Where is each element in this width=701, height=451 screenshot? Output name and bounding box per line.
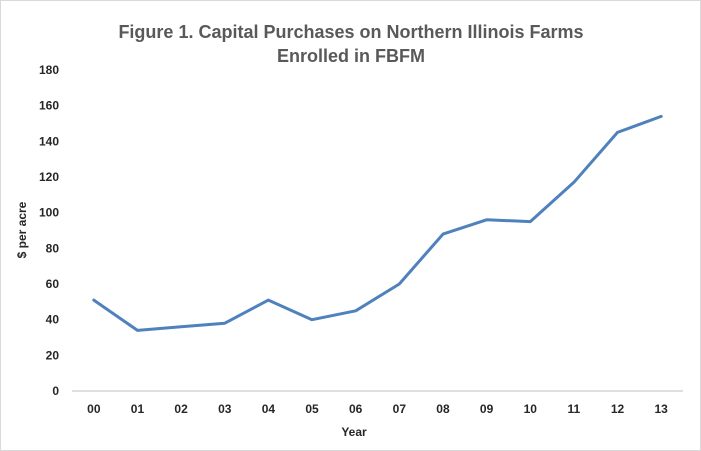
x-tick-label: 09 [480,402,494,416]
x-tick-label: 04 [262,402,276,416]
x-tick-label: 13 [654,402,668,416]
x-axis-label: Year [341,425,367,439]
x-tick-label: 03 [218,402,232,416]
y-tick-label: 60 [46,277,60,291]
y-tick-label: 40 [46,313,60,327]
chart-title-line-1: Figure 1. Capital Purchases on Northern … [118,22,583,42]
x-tick-label: 06 [349,402,363,416]
chart-title-line-2: Enrolled in FBFM [277,46,425,66]
y-axis-label: $ per acre [15,201,29,258]
y-tick-label: 180 [39,63,59,77]
x-tick-label: 07 [393,402,407,416]
x-tick-label: 08 [436,402,450,416]
y-tick-label: 20 [46,348,60,362]
y-tick-label: 140 [39,134,59,148]
x-tick-label: 02 [174,402,188,416]
series-line [92,114,663,332]
y-tick-label: 80 [46,241,60,255]
y-tick-label: 0 [52,384,59,398]
x-tick-label: 01 [131,402,145,416]
x-tick-label: 11 [568,402,581,416]
x-tick-label: 05 [305,402,319,416]
x-tick-label: 10 [524,402,538,416]
y-tick-label: 120 [39,170,59,184]
x-tick-label: 00 [87,402,101,416]
y-tick-label: 100 [39,206,59,220]
y-tick-label: 160 [39,99,59,113]
plot-area: 0 20 40 60 80 100 120 140 160 180 00 01 02 03 04 05 06 07… [39,63,683,416]
x-tick-label: 12 [611,402,625,416]
